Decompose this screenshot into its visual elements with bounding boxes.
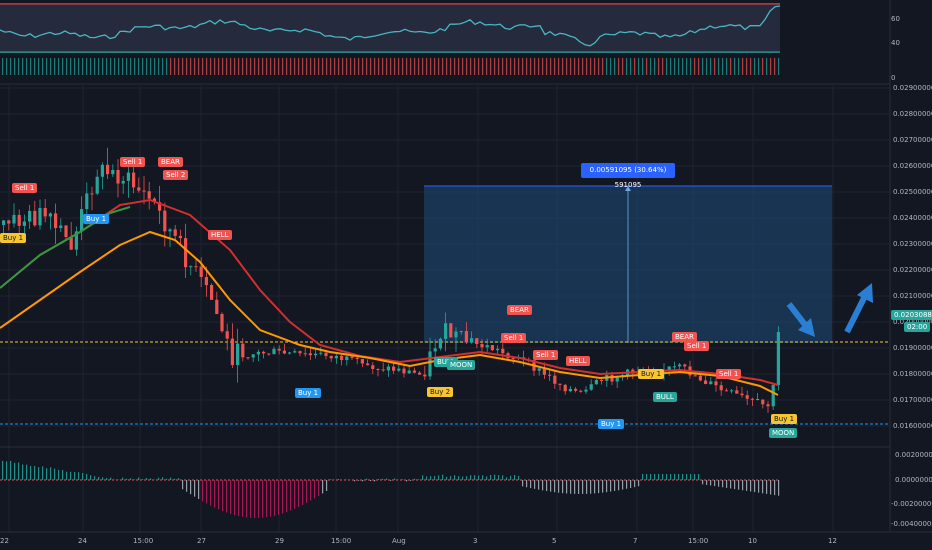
rsi-pane: [0, 3, 781, 75]
time-tick: 3: [473, 537, 478, 545]
time-tick: 10: [748, 537, 757, 545]
signal-label-sell: HELL: [208, 230, 232, 240]
price-range-tool[interactable]: [424, 185, 832, 343]
macd-histogram: [0, 460, 780, 518]
signal-label-yellow: Buy 1: [0, 233, 27, 243]
price-tick: 0.01800000: [893, 370, 932, 378]
rsi-tick: 0: [891, 74, 896, 82]
rsi-momentum-bars: [2, 58, 780, 75]
time-tick: 15:00: [688, 537, 709, 545]
time-tick: 24: [78, 537, 87, 545]
signal-label-bull: MOON: [447, 360, 476, 370]
signal-label-sell: BEAR: [507, 305, 532, 315]
range-label: 0.00591095 (30.64%) 591095: [581, 163, 675, 189]
signal-label-sell: HELL: [566, 356, 590, 366]
price-tick: 0.01600000: [893, 422, 932, 430]
signal-label-buy: Buy 1: [295, 388, 322, 398]
arrow-down-icon[interactable]: [786, 302, 815, 337]
signal-label-bull: MOON: [769, 428, 798, 438]
signal-label-sell: Sell 1: [684, 341, 710, 351]
time-tick: 12: [828, 537, 837, 545]
signal-label-bull: BULL: [434, 357, 458, 367]
signal-label-sell: Sell 1: [716, 369, 742, 379]
price-tick: 0.02300000: [893, 240, 932, 248]
macd-tick: -0.00400000: [891, 520, 932, 528]
price-tick: 0.02500000: [893, 188, 932, 196]
price-tick: 0.02900000: [893, 84, 932, 92]
signal-label-yellow: Buy 1: [771, 414, 798, 424]
time-tick: 15:00: [133, 537, 154, 545]
time-tick: Aug: [392, 537, 406, 545]
rsi-line: [0, 5, 781, 47]
rsi-tick: 40: [891, 39, 900, 47]
signal-label-sell: Sell 1: [12, 183, 38, 193]
macd-tick: -0.00200000: [891, 500, 932, 508]
current-time-tag: 02:00: [904, 322, 931, 332]
price-tick: 0.02100000: [893, 292, 932, 300]
signal-label-sell: Sell 1: [501, 333, 527, 343]
signal-label-sell: Sell 1: [533, 350, 559, 360]
signal-label-sell: BEAR: [672, 332, 697, 342]
time-tick: 15:00: [331, 537, 352, 545]
price-tick: 0.01700000: [893, 396, 932, 404]
macd-tick: 0.00200000: [895, 451, 932, 459]
rsi-tick: 60: [891, 15, 900, 23]
price-tick: 0.02400000: [893, 214, 932, 222]
price-tick: 0.02600000: [893, 162, 932, 170]
macd-tick: 0.00000000: [895, 476, 932, 484]
time-tick: 22: [0, 537, 9, 545]
price-tick: 0.02800000: [893, 110, 932, 118]
signal-label-buy: Buy 1: [598, 419, 625, 429]
current-price-tag: 0.02030886: [891, 310, 932, 320]
time-tick: 7: [633, 537, 638, 545]
time-tick: 27: [197, 537, 206, 545]
price-tick: 0.02700000: [893, 136, 932, 144]
signal-label-sell: BEAR: [158, 157, 183, 167]
arrow-up-icon[interactable]: [844, 283, 873, 334]
time-tick: 29: [275, 537, 284, 545]
price-tick: 0.02200000: [893, 266, 932, 274]
price-tick: 0.01900000: [893, 344, 932, 352]
signal-label-yellow: Buy 1: [638, 369, 665, 379]
signal-label-sell: Sell 1: [120, 157, 146, 167]
signal-label-bull: BULL: [653, 392, 677, 402]
signal-label-yellow: Buy 2: [427, 387, 454, 397]
signal-label-buy: Buy 1: [83, 214, 110, 224]
time-tick: 5: [552, 537, 557, 545]
signal-label-sell: Sell 2: [163, 170, 189, 180]
ema-fast-line: [0, 206, 131, 289]
